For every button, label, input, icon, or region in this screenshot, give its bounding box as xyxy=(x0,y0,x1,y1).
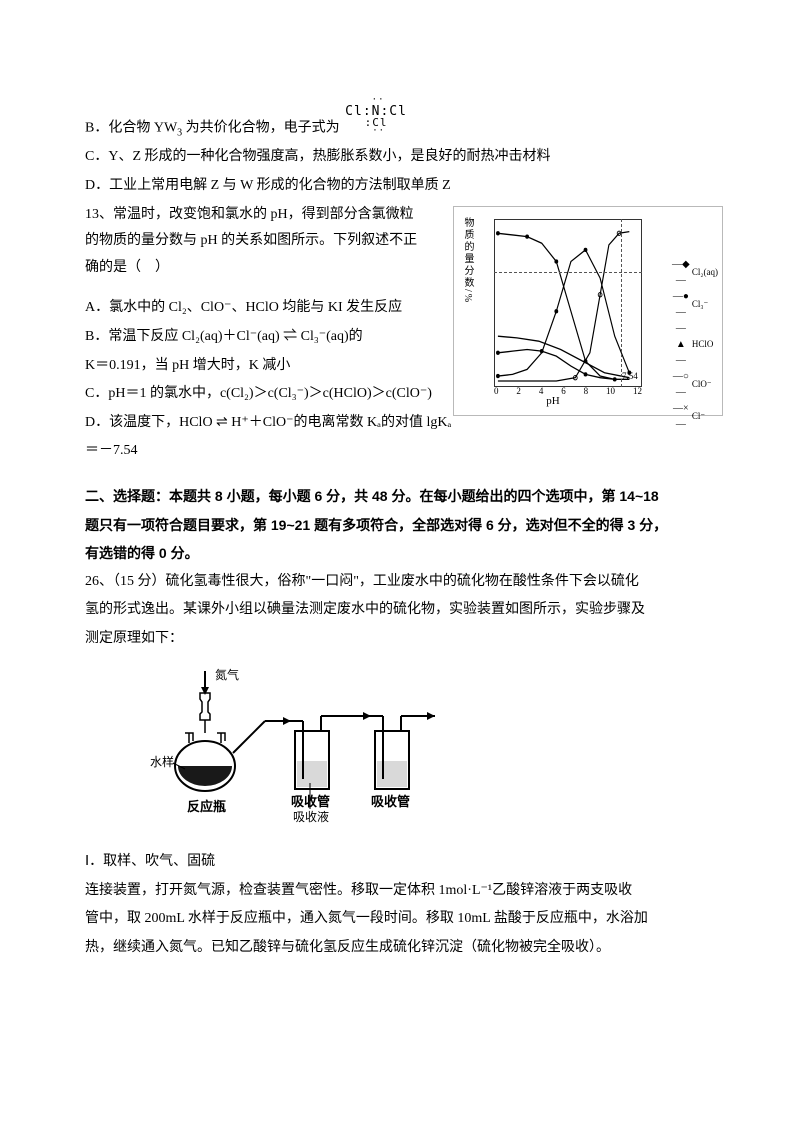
chart-ylabel: 物质的量分数/% xyxy=(458,217,477,304)
q13-stem: 13、常温时，改变饱和氯水的 pH，得到部分含氯微粒的物质的量分数与 pH 的关… xyxy=(85,202,425,282)
q26-stem-3: 测定原理如下： xyxy=(85,626,715,653)
q26-part1-title: Ⅰ．取样、吹气、固硫 xyxy=(85,849,715,876)
q13-option-B-cont: K＝0.191，当 pH 增大时，K 减小 xyxy=(85,353,425,380)
q13-block: 物质的量分数/% xyxy=(85,202,715,465)
page-root: B．化合物 YW3 为共价化合物，电子式为 Cl:N··:Cl :Cl·· C．… xyxy=(0,0,800,1132)
chart-legend: —◆—Cl₂(aq) —●—Cl₃⁻ —▲—HClO —○—ClO⁻ —×—Cl… xyxy=(672,257,718,433)
label-water-sample: 水样 xyxy=(150,754,174,769)
section2-line2: 题只有一项符合题目要求，第 19~21 题有多项符合，全部选对得 6 分，选对但… xyxy=(85,512,715,539)
legend-item: —▲—HClO xyxy=(672,321,718,369)
legend-label: Cl₂(aq) xyxy=(692,265,718,279)
q12-option-C: C．Y、Z 形成的一种化合物强度高，热膨胀系数小，是良好的耐热冲击材料 xyxy=(85,144,715,171)
legend-label: ClO⁻ xyxy=(692,377,712,391)
electron-formula: Cl:N··:Cl :Cl·· xyxy=(343,106,407,128)
apparatus-diagram: 氮气 水样 反应瓶 吸收管 吸收液 吸收管 xyxy=(145,661,455,831)
legend-label: Cl⁻ xyxy=(692,409,705,423)
section2-line1: 二、选择题：本题共 8 小题，每小题 6 分，共 48 分。在每小题给出的四个选… xyxy=(85,483,715,510)
q12-option-D: D．工业上常用电解 Z 与 W 形成的化合物的方法制取单质 Z xyxy=(85,173,715,200)
legend-item: —◆—Cl₂(aq) xyxy=(672,257,718,289)
legend-item: —○—ClO⁻ xyxy=(672,369,718,401)
q13-chart: 物质的量分数/% xyxy=(453,206,723,416)
section2-heading: 二、选择题：本题共 8 小题，每小题 6 分，共 48 分。在每小题给出的四个选… xyxy=(85,483,715,567)
q13-option-D-cont: ＝－7.54 xyxy=(85,438,715,465)
label-n2: 氮气 xyxy=(215,667,239,682)
chart-dashed-vertical xyxy=(621,219,622,387)
legend-mark: —◆— xyxy=(672,257,690,289)
chart-dashed-horizontal xyxy=(494,272,642,273)
q13-B-text: B．常温下反应 Cl₂(aq)＋Cl⁻(aq) ⇌ Cl₃⁻(aq)的 xyxy=(85,329,363,344)
q26-p1: 连接装置，打开氮气源，检查装置气密性。移取一定体积 1mol·L⁻¹乙酸锌溶液于… xyxy=(85,878,715,905)
legend-mark: —×— xyxy=(672,401,690,433)
q12-B-text-pre: B．化合物 YW xyxy=(85,121,177,136)
label-tube2: 吸收管 xyxy=(371,794,410,809)
label-flask: 反应瓶 xyxy=(187,799,226,814)
legend-mark: —●— xyxy=(672,289,690,321)
q26-p2: 管中，取 200mL 水样于反应瓶中，通入氮气一段时间。移取 10mL 盐酸于反… xyxy=(85,906,715,933)
label-liquid1: 吸收液 xyxy=(293,809,329,824)
q13-option-A: A．氯水中的 Cl₂、ClO⁻、HClO 均能与 KI 发生反应 xyxy=(85,295,425,322)
legend-mark: —▲— xyxy=(672,321,690,369)
chart-plot-area xyxy=(494,219,642,387)
section2-line3: 有选错的得 0 分。 xyxy=(85,540,715,567)
q26-p3: 热，继续通入氮气。已知乙酸锌与硫化氢反应生成硫化锌沉淀（硫化物被完全吸收）。 xyxy=(85,935,715,962)
label-tube1: 吸收管 xyxy=(291,794,330,809)
legend-item: —×—Cl⁻ xyxy=(672,401,718,433)
legend-label: Cl₃⁻ xyxy=(692,297,708,311)
q12-B-text-mid: 为共价化合物，电子式为 xyxy=(182,121,343,136)
legend-item: —●—Cl₃⁻ xyxy=(672,289,718,321)
legend-mark: —○— xyxy=(672,369,690,401)
q26-stem-2: 氢的形式逸出。某课外小组以碘量法测定废水中的硫化物，实验装置如图所示，实验步骤及 xyxy=(85,597,715,624)
chart-xlabel: pH xyxy=(454,391,652,412)
q26-stem-1: 26、（15 分）硫化氢毒性很大，俗称"一口闷"，工业废水中的硫化物在酸性条件下… xyxy=(85,569,715,596)
legend-label: HClO xyxy=(692,337,714,351)
q12-option-B: B．化合物 YW3 为共价化合物，电子式为 Cl:N··:Cl :Cl·· xyxy=(85,112,715,142)
q13-option-B: B．常温下反应 Cl₂(aq)＋Cl⁻(aq) ⇌ Cl₃⁻(aq)的 xyxy=(85,324,425,351)
chart-series-svg xyxy=(495,220,641,386)
